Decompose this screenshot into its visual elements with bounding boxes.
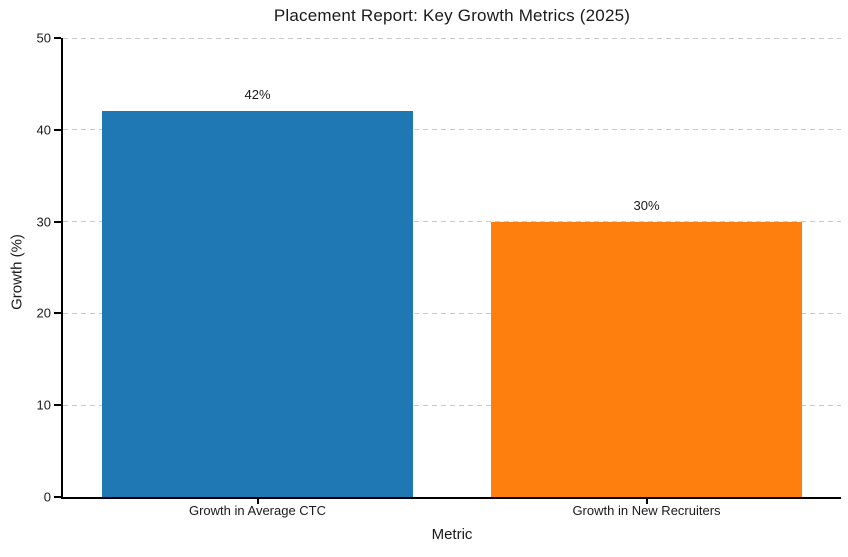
bar-value-label: 30% <box>633 197 660 213</box>
chart-title: Placement Report: Key Growth Metrics (20… <box>273 6 631 25</box>
y-tick <box>54 128 61 131</box>
y-tick <box>54 220 61 223</box>
gridline <box>63 221 841 223</box>
bar <box>101 111 414 497</box>
y-tick <box>54 312 61 315</box>
x-axis-spine <box>61 497 841 499</box>
gridline <box>63 37 841 39</box>
gridline <box>63 404 841 406</box>
x-axis-label: Metric <box>431 526 473 543</box>
y-axis-label: Growth (%) <box>8 234 26 310</box>
gridline <box>63 312 841 314</box>
y-axis-spine <box>61 38 63 497</box>
gridline <box>63 129 841 131</box>
y-tick-label: 40 <box>36 122 51 138</box>
y-tick-label: 10 <box>36 397 51 413</box>
y-tick-label: 20 <box>36 305 51 321</box>
x-tick-label: Growth in New Recruiters <box>572 503 721 518</box>
x-tick-label: Growth in Average CTC <box>188 503 327 518</box>
x-tick <box>645 499 648 504</box>
y-tick <box>54 404 61 407</box>
y-tick <box>54 496 61 498</box>
y-tick-label: 0 <box>43 489 51 505</box>
x-tick <box>256 499 259 504</box>
y-tick <box>54 37 61 39</box>
bar-value-label: 42% <box>244 87 271 103</box>
y-tick-label: 50 <box>36 30 51 46</box>
bar <box>490 221 803 497</box>
y-tick-label: 30 <box>36 214 51 230</box>
plot-area: 0 10 20 30 40 50 42% Growth in Average CTC 30% Gr… <box>37 31 841 518</box>
